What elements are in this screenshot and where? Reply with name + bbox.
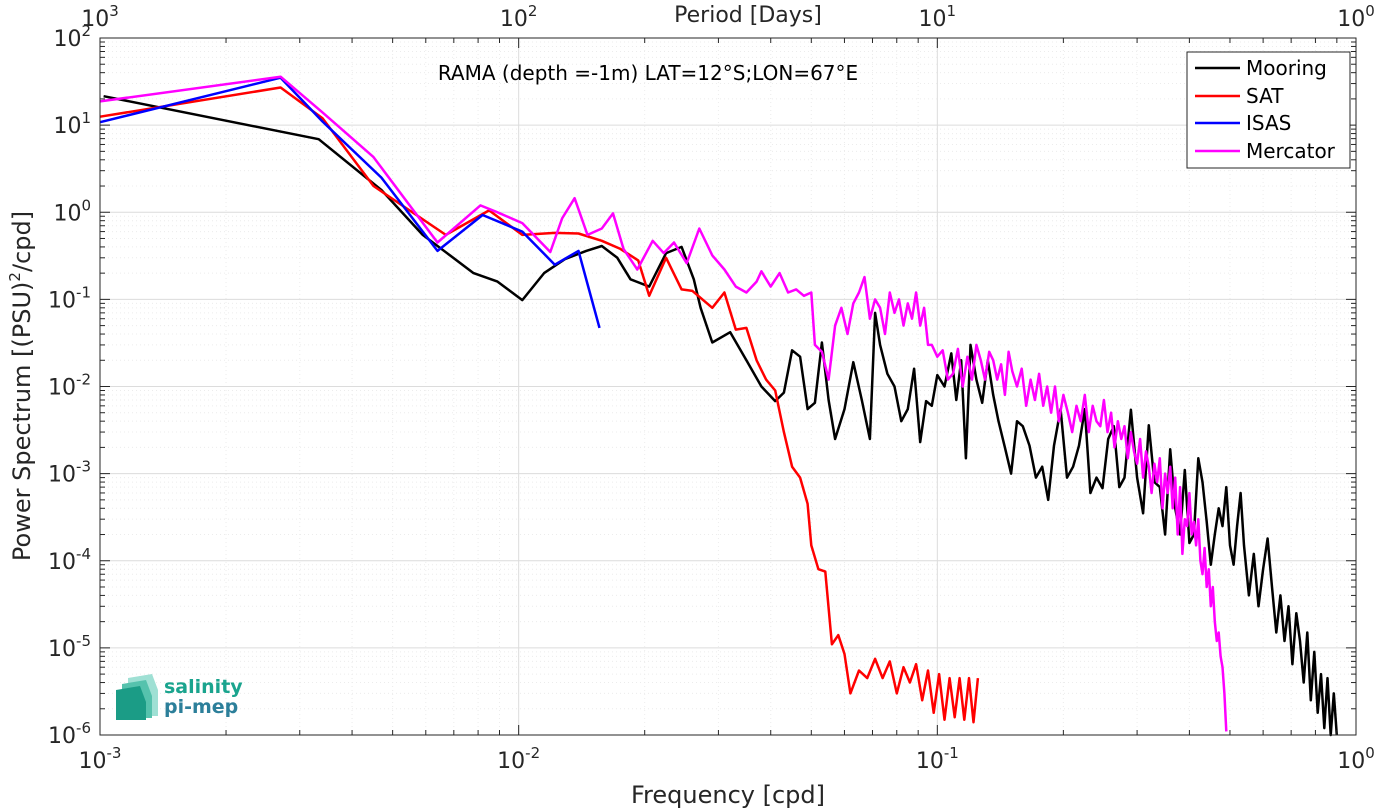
chart-title: RAMA (depth =-1m) LAT=12°S;LON=67°E xyxy=(438,61,858,85)
y-tick-label: 101 xyxy=(53,109,91,139)
series-line-mercator xyxy=(99,75,1228,732)
x-tick-label: 10-2 xyxy=(497,744,540,774)
legend-box xyxy=(1186,51,1351,169)
x-axis-label: Frequency [cpd] xyxy=(631,781,825,809)
legend-label-isas: ISAS xyxy=(1246,111,1291,135)
grid xyxy=(100,38,1356,735)
legend-label-mooring: Mooring xyxy=(1246,56,1327,80)
logo-wave-front xyxy=(116,686,146,720)
series-group xyxy=(99,75,1339,737)
top-tick-label: 103 xyxy=(81,2,119,32)
y-tick-label: 10-4 xyxy=(48,545,91,575)
logo-text-salinity: salinity xyxy=(164,676,243,698)
top-tick-label: 100 xyxy=(1337,2,1375,32)
top-tick-label: 102 xyxy=(500,2,538,32)
tick-marks xyxy=(99,37,1357,736)
y-tick-label: 100 xyxy=(53,196,91,226)
salinity-pimep-logo: salinity pi-mep xyxy=(116,674,243,720)
legend-label-sat: SAT xyxy=(1246,84,1284,108)
y-axis-label-tail: /cpd] xyxy=(8,211,36,272)
top-axis-label: Period [Days] xyxy=(674,3,822,28)
x-tick-label: 10-3 xyxy=(79,744,122,774)
y-tick-label: 10-6 xyxy=(48,719,91,749)
y-tick-label: 10-1 xyxy=(48,283,91,313)
series-line-mooring xyxy=(103,94,1339,737)
legend: Mooring SAT ISAS Mercator xyxy=(1186,51,1351,169)
y-tick-label: 10-5 xyxy=(48,632,91,662)
y-tick-label: 102 xyxy=(53,22,91,52)
logo-text-pimep: pi-mep xyxy=(164,696,238,718)
top-tick-label: 101 xyxy=(919,2,957,32)
series-line-sat xyxy=(99,86,980,724)
y-tick-label: 10-2 xyxy=(48,371,91,401)
x-tick-label: 10-1 xyxy=(916,744,959,774)
series-line-isas xyxy=(99,76,601,329)
y-tick-label: 10-3 xyxy=(48,458,91,488)
legend-label-mercator: Mercator xyxy=(1246,139,1336,163)
y-axis-label: Power Spectrum [(PSU)2/cpd] xyxy=(6,211,36,561)
y-axis-label-main: Power Spectrum [(PSU) xyxy=(8,282,36,561)
x-tick-label: 100 xyxy=(1337,744,1375,774)
y-axis-label-sup: 2 xyxy=(6,272,24,282)
